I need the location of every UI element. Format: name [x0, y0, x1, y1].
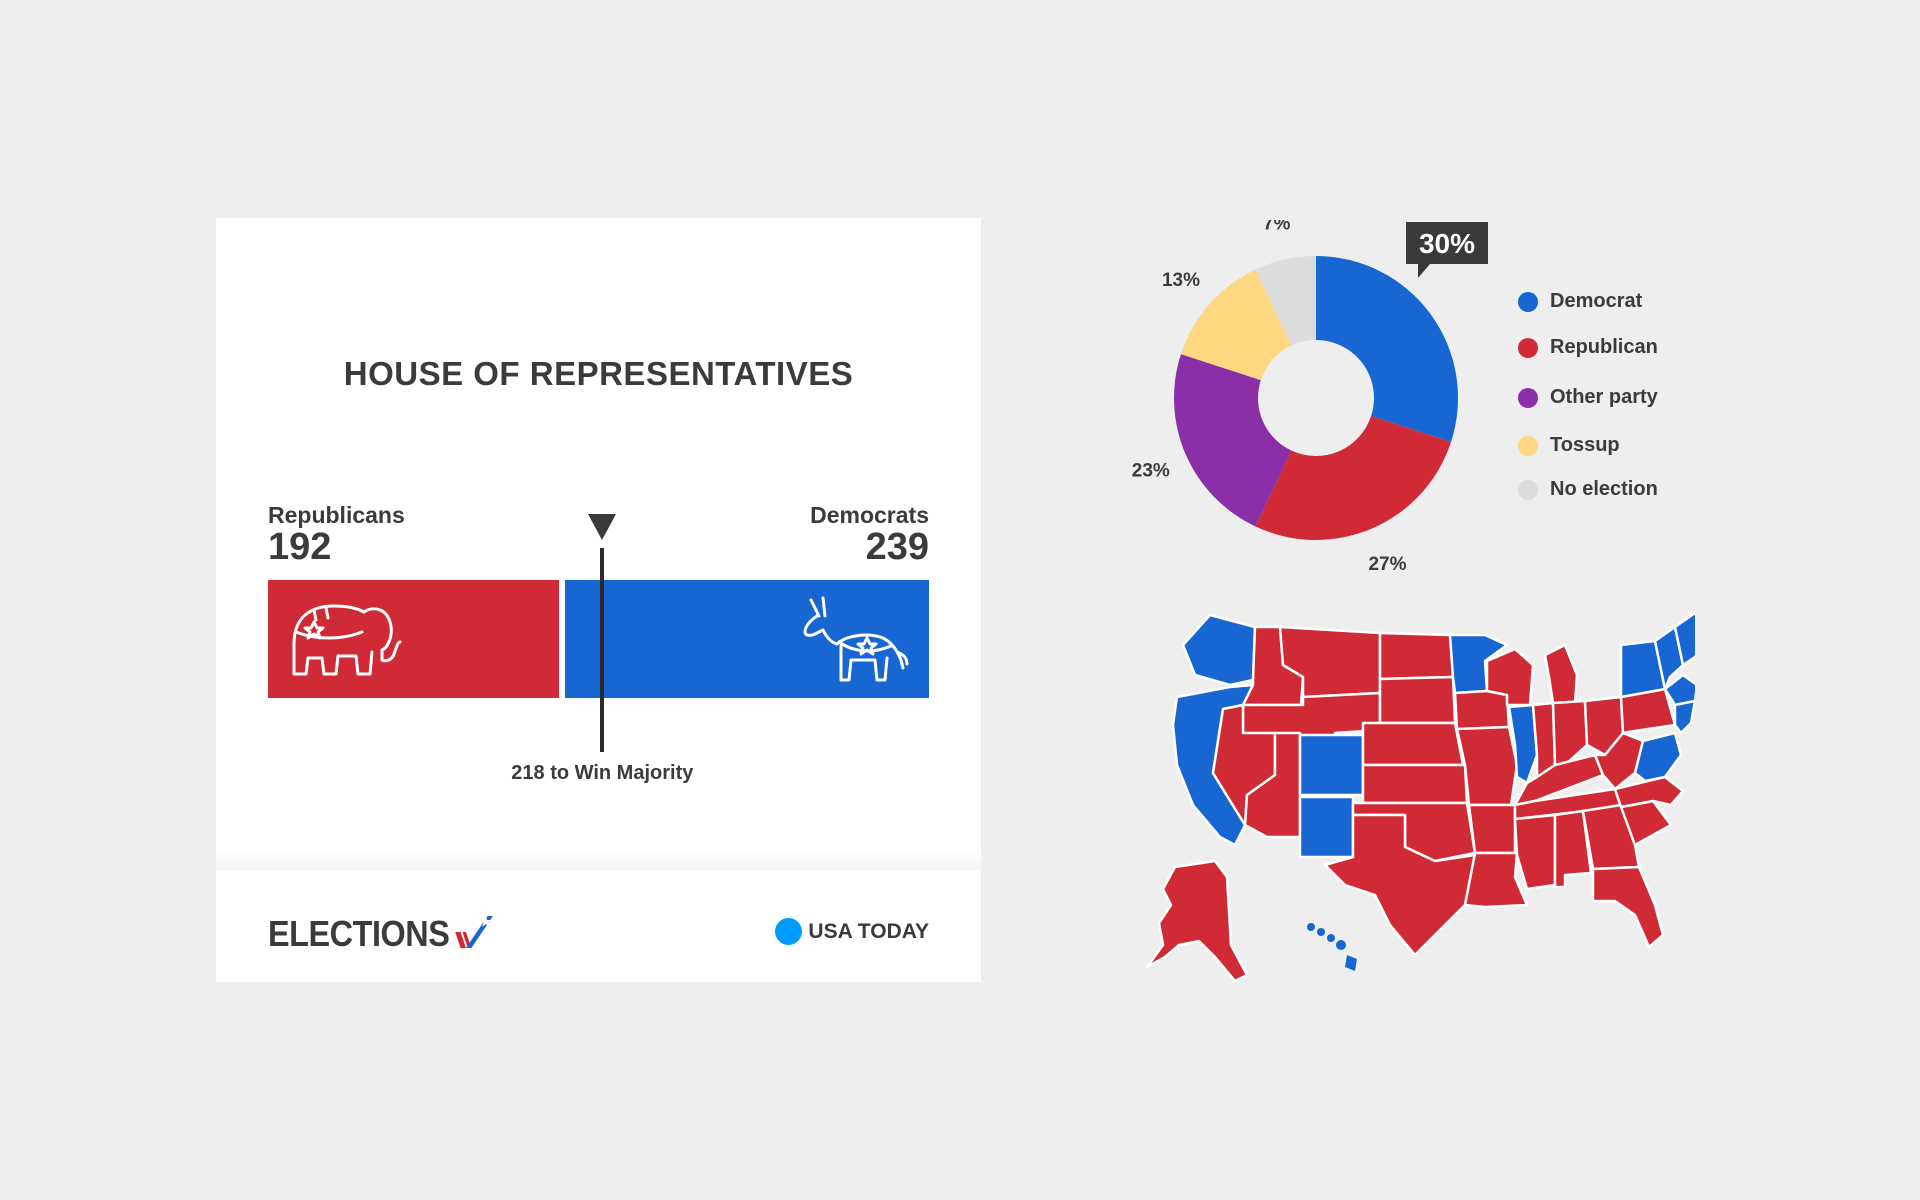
callout-box [1406, 222, 1488, 278]
map-region-republican [1378, 631, 1455, 681]
donut-slice-no-election [1255, 256, 1316, 346]
democrats-count: 239 [865, 526, 929, 568]
map-region-democrat [1336, 940, 1346, 950]
legend-swatch [1518, 291, 1538, 312]
map-region-democrat [1327, 934, 1335, 942]
donut-value-label-republican: 27% [1368, 554, 1406, 575]
elections-logo: ELECTIONS [268, 912, 493, 955]
republicans-count: 192 [268, 526, 332, 568]
donut-value-label-no-election: 7% [1263, 220, 1291, 234]
legend-item-democrat: Democrat [1518, 290, 1642, 313]
donut-slice-democrat [1316, 256, 1458, 442]
us-election-map [1145, 611, 1695, 983]
legend-label: Other party [1550, 386, 1658, 408]
legend-label: Republican [1550, 336, 1658, 358]
legend-item-other-party: Other party [1518, 386, 1658, 409]
checkmark-flag-icon [454, 916, 493, 948]
majority-marker-icon [588, 514, 617, 540]
map-region-republican [1543, 643, 1579, 705]
house-title: HOUSE OF REPRESENTATIVES [343, 355, 854, 392]
map-region-democrat [1298, 795, 1355, 859]
elephant-icon [292, 604, 402, 676]
map-region-democrat [1653, 625, 1685, 691]
legend-swatch [1518, 337, 1538, 358]
donkey-icon [803, 596, 909, 682]
usa-today-dot-icon [775, 918, 803, 945]
card-footer: ELECTIONS USA TODAY [216, 870, 981, 982]
legend-label: Tossup [1550, 434, 1620, 456]
republicans-label: Republicans [268, 502, 405, 528]
map-region-republican [1243, 731, 1302, 839]
donut-slice-other-party [1174, 354, 1292, 527]
donut-value-label-tossup: 13% [1162, 270, 1200, 291]
party-donut-chart: 30% 27% 23% 13% 7% [1132, 220, 1488, 575]
map-region-republican [1145, 859, 1249, 983]
map-region-republican [1361, 721, 1465, 767]
democrats-bar [565, 580, 929, 698]
map-region-democrat [1673, 699, 1695, 735]
donut-slice-republican [1255, 415, 1452, 540]
legend-swatch [1518, 435, 1538, 456]
donut-slice-tossup [1180, 269, 1292, 381]
map-region-republican [1513, 813, 1557, 891]
map-region-republican [1551, 699, 1589, 767]
map-region-democrat [1181, 613, 1257, 687]
donut-callout: 30% [1406, 222, 1488, 278]
majority-label: 218 to Win Majority [511, 762, 694, 784]
legend-item-no-election: No election [1518, 478, 1658, 501]
legend-item-republican: Republican [1518, 336, 1658, 359]
map-region-democrat [1673, 611, 1695, 667]
legend-label: No election [1550, 478, 1658, 500]
map-region-republican [1378, 675, 1457, 725]
legend-item-tossup: Tossup [1518, 434, 1620, 457]
legend-swatch [1518, 387, 1538, 408]
map-region-democrat [1298, 733, 1365, 797]
map-region-republican [1453, 689, 1511, 731]
elections-logo-text: ELECTIONS [268, 913, 450, 954]
map-region-republican [1591, 865, 1665, 949]
map-region-democrat [1307, 923, 1315, 931]
map-region-republican [1361, 763, 1469, 805]
legend-swatch [1518, 479, 1538, 500]
legend-label: Democrat [1550, 290, 1643, 312]
map-region-republican [1323, 813, 1477, 957]
donut-value-label-other-party: 23% [1132, 460, 1170, 481]
donut-value-label-democrat: 30% [1419, 228, 1475, 259]
map-region-republican [1467, 803, 1517, 855]
map-region-democrat [1663, 673, 1695, 707]
usa-today-logo: USA TODAY [775, 918, 929, 945]
republicans-bar [268, 580, 559, 698]
majority-line [600, 548, 605, 752]
map-region-democrat [1345, 955, 1357, 971]
usa-today-text: USA TODAY [808, 919, 929, 943]
map-region-democrat [1633, 731, 1683, 783]
map-region-democrat [1317, 928, 1325, 936]
democrats-label: Democrats [810, 502, 929, 528]
house-card: HOUSE OF REPRESENTATIVES Republicans 192… [216, 218, 981, 982]
